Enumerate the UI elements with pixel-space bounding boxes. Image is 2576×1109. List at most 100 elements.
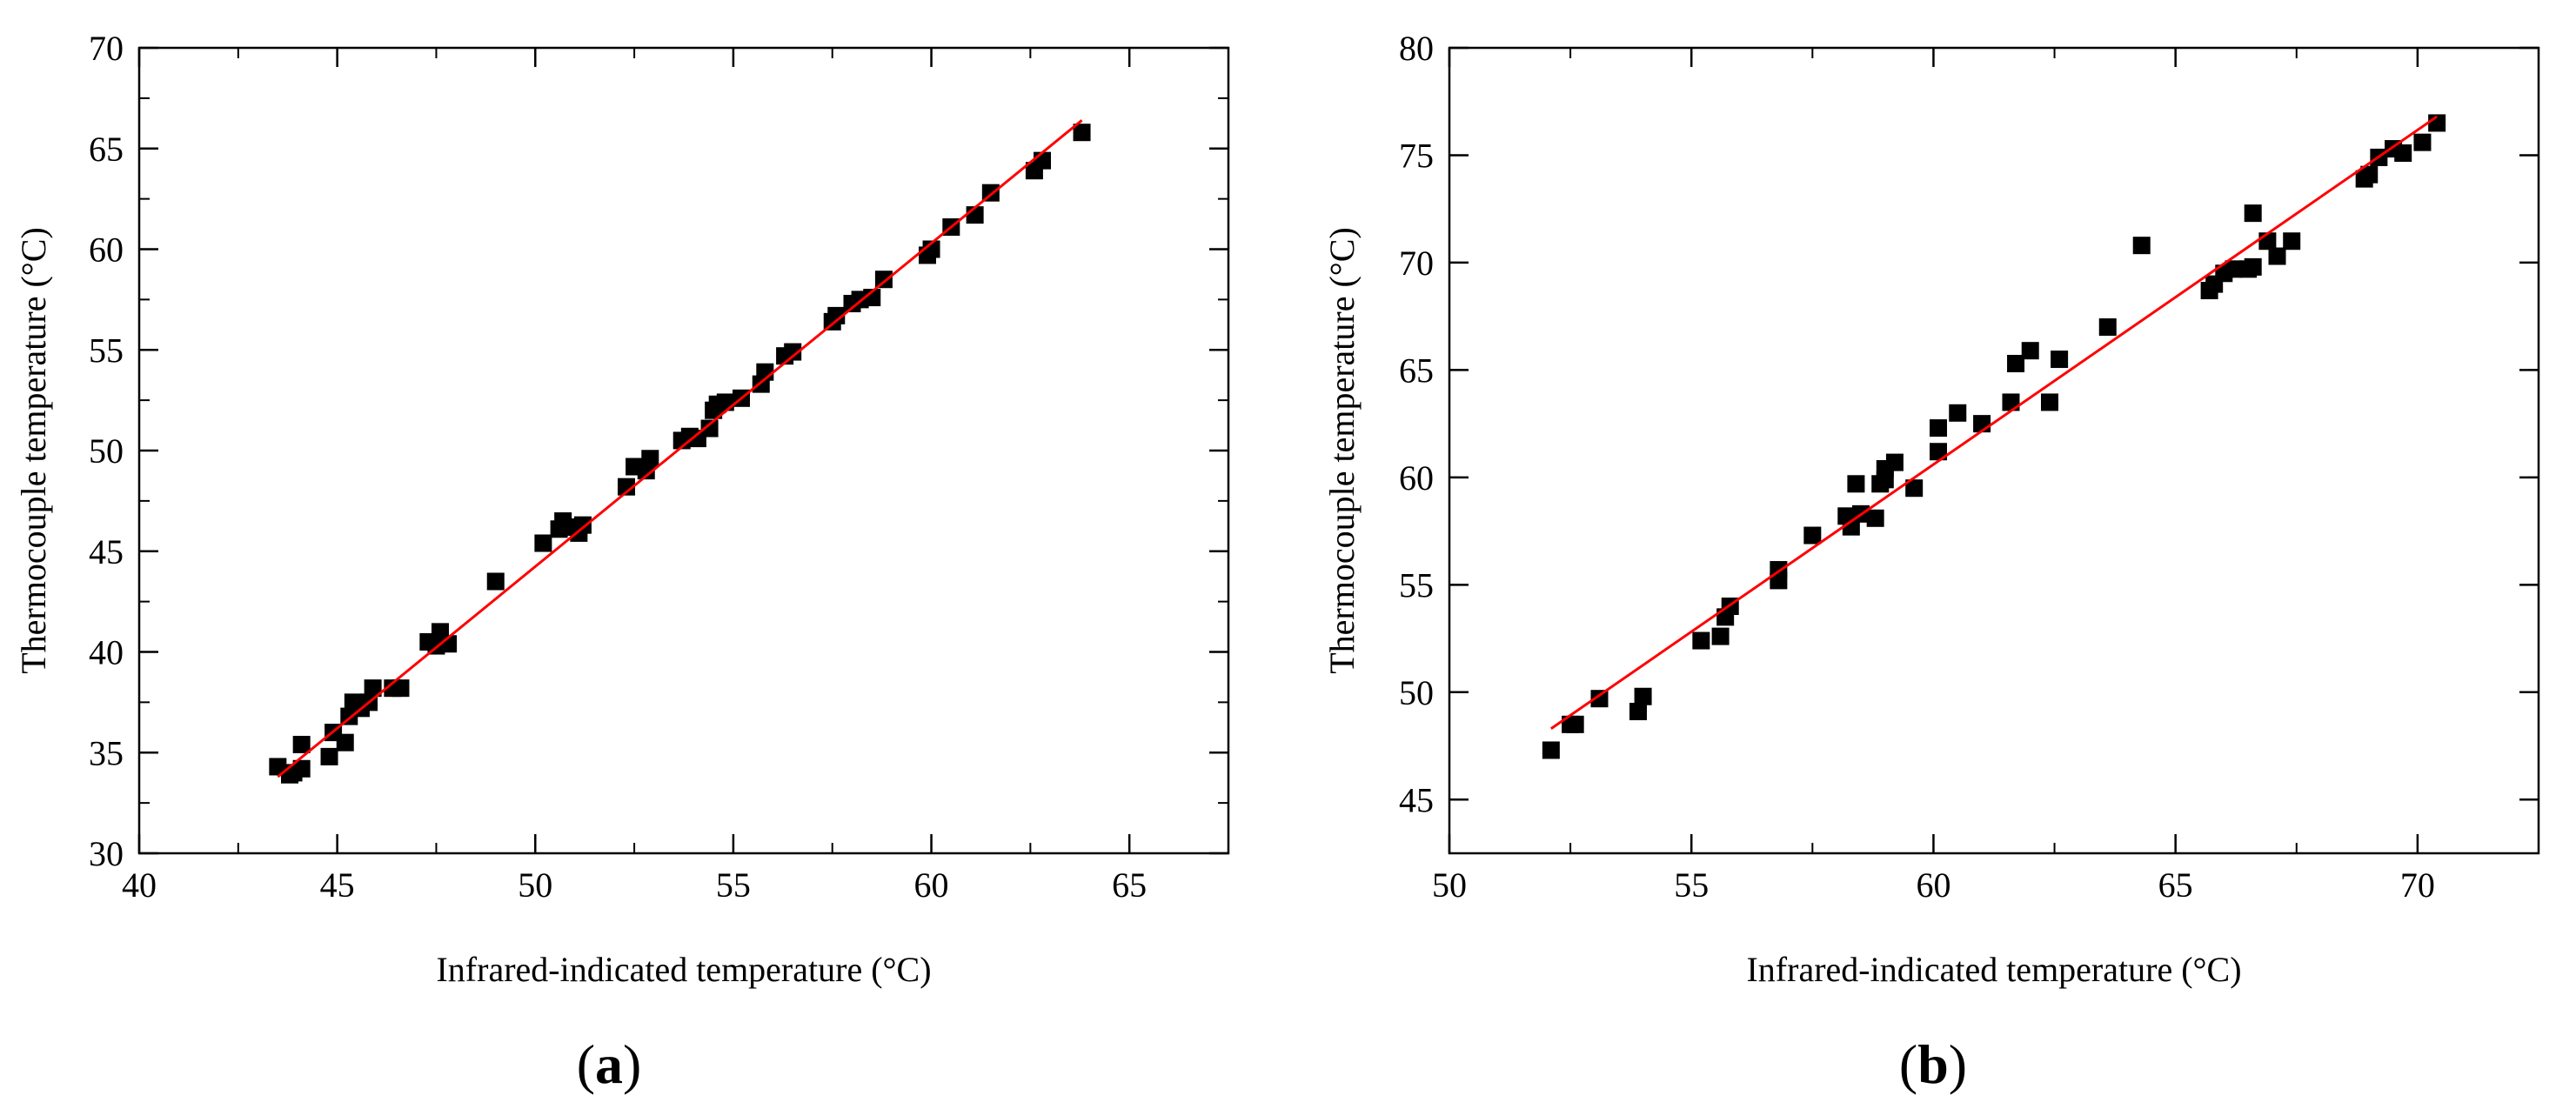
y-tick-label: 35 [89, 733, 124, 772]
data-point [716, 393, 734, 411]
data-point [2360, 165, 2379, 184]
data-point [1629, 703, 1648, 721]
data-point [874, 271, 893, 289]
y-tick-label: 55 [1399, 565, 1434, 605]
x-tick-label: 60 [1916, 865, 1950, 905]
data-point [1930, 419, 1948, 438]
data-point [2040, 393, 2058, 411]
data-point [534, 534, 552, 552]
data-point [2268, 247, 2286, 265]
data-point [1885, 453, 1904, 471]
y-tick-label: 45 [89, 532, 124, 571]
data-point [1590, 690, 1609, 708]
x-tick-label: 45 [320, 865, 355, 905]
data-point [2244, 257, 2262, 276]
x-tick-label: 40 [122, 865, 157, 905]
x-tick-label: 50 [1432, 865, 1467, 905]
data-point [2394, 144, 2412, 162]
panel-label-b: (b) [1899, 1033, 1967, 1095]
data-point [1876, 471, 1894, 489]
y-tick-label: 80 [1399, 29, 1434, 68]
data-marks-a [269, 119, 1091, 784]
data-marks-b [1542, 114, 2446, 759]
data-point [641, 450, 659, 468]
data-point [863, 289, 881, 307]
data-point [486, 572, 505, 591]
data-point [1949, 404, 1967, 422]
x-axis-label-a: Infrared-indicated temperature (°C) [436, 950, 931, 989]
chart-panel-a: 40 45 50 55 60 65 30 35 40 45 50 55 60 65 70 Infrared-… [14, 29, 1230, 1095]
data-point [2021, 342, 2039, 360]
data-point [1803, 526, 1822, 544]
data-point [320, 747, 338, 765]
x-tick-label: 55 [716, 865, 751, 905]
data-point [292, 759, 311, 778]
data-point [364, 679, 382, 698]
data-point [827, 306, 846, 324]
y-tick-label: 70 [89, 29, 124, 68]
x-tick-label: 65 [2158, 865, 2193, 905]
y-tick-label: 30 [89, 834, 124, 873]
data-point [336, 733, 354, 752]
data-point [2132, 237, 2151, 255]
y-tick-label: 70 [1399, 244, 1434, 283]
data-point [1634, 687, 1652, 705]
x-axis-label-b: Infrared-indicated temperature (°C) [1746, 950, 2241, 989]
y-tick-label: 40 [89, 633, 124, 672]
data-point [292, 735, 311, 753]
data-point [1711, 627, 1730, 645]
y-tick-label: 45 [1399, 780, 1434, 819]
fit-line [1550, 115, 2438, 731]
axis-ticks-a [137, 46, 1228, 855]
tick-labels-a: 40 45 50 55 60 65 30 35 40 45 50 55 60 65 70 [89, 29, 1147, 905]
data-point [1770, 571, 1788, 590]
plot-frame-a [137, 46, 1230, 855]
y-axis-label-b: Thermocouple temperature (°C) [1322, 227, 1362, 674]
data-point [922, 240, 940, 258]
data-point [1847, 475, 1865, 493]
data-point [1034, 151, 1052, 170]
tick-labels-b: 50 55 60 65 70 45 50 55 60 65 70 75 80 [1399, 29, 2435, 905]
data-point [2244, 204, 2262, 223]
chart-panel-b: 50 55 60 65 70 45 50 55 60 65 70 75 80 Infrared-indi… [1322, 29, 2540, 1095]
data-point [2007, 354, 2025, 372]
x-tick-label: 65 [1112, 865, 1147, 905]
data-point [2051, 351, 2069, 369]
y-tick-label: 65 [1399, 351, 1434, 390]
data-point [617, 478, 635, 496]
data-point [1566, 715, 1584, 733]
x-tick-label: 60 [914, 865, 949, 905]
x-tick-label: 55 [1674, 865, 1709, 905]
plot-frame-b [1448, 46, 2540, 855]
y-tick-label: 50 [89, 431, 124, 471]
axis-ticks-b [1448, 46, 2539, 853]
data-point [1866, 509, 1884, 527]
y-tick-label: 60 [89, 230, 124, 270]
data-point [439, 635, 458, 653]
y-tick-label: 65 [89, 130, 124, 169]
fit-line [277, 119, 1083, 778]
data-point [2098, 318, 2117, 337]
data-point [1692, 631, 1710, 650]
data-point [1073, 124, 1091, 142]
panel-label-a: (a) [577, 1033, 642, 1095]
data-point [2225, 260, 2243, 278]
data-point [784, 343, 802, 361]
y-axis-label-a: Thermocouple temperature (°C) [14, 227, 53, 674]
x-tick-label: 50 [518, 865, 552, 905]
y-tick-label: 75 [1399, 136, 1434, 175]
data-point [700, 419, 719, 438]
data-point [1542, 741, 1560, 759]
data-point [1905, 479, 1924, 498]
data-point [2283, 232, 2301, 251]
x-tick-label: 70 [2400, 865, 2435, 905]
data-point [573, 516, 592, 534]
y-tick-label: 55 [89, 331, 124, 370]
data-point [1930, 443, 1948, 461]
data-point [391, 679, 410, 698]
y-tick-label: 50 [1399, 673, 1434, 712]
data-point [2002, 393, 2020, 411]
y-tick-label: 60 [1399, 458, 1434, 498]
data-point [2413, 133, 2432, 151]
